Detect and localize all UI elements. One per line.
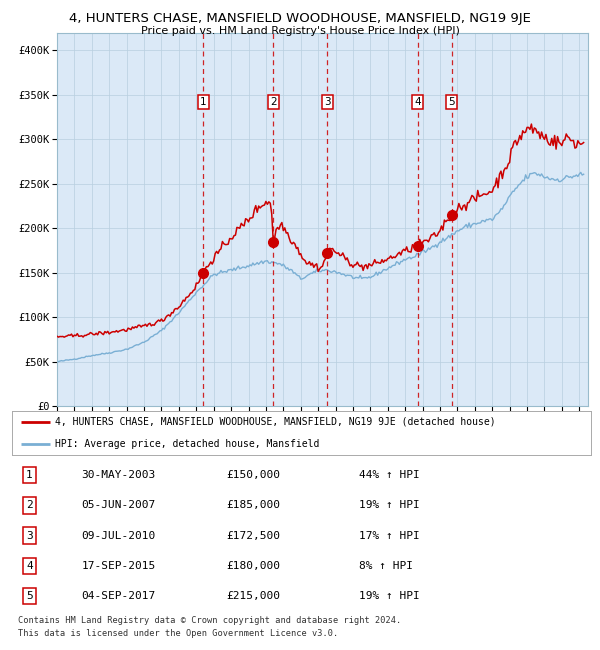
- Text: 44% ↑ HPI: 44% ↑ HPI: [359, 471, 420, 480]
- Text: 3: 3: [26, 530, 33, 541]
- Text: 8% ↑ HPI: 8% ↑ HPI: [359, 561, 413, 571]
- Text: Price paid vs. HM Land Registry's House Price Index (HPI): Price paid vs. HM Land Registry's House …: [140, 26, 460, 36]
- Text: 09-JUL-2010: 09-JUL-2010: [82, 530, 156, 541]
- Text: 1: 1: [26, 471, 33, 480]
- Text: £150,000: £150,000: [226, 471, 280, 480]
- Text: 30-MAY-2003: 30-MAY-2003: [82, 471, 156, 480]
- Text: 4: 4: [414, 97, 421, 107]
- Text: 04-SEP-2017: 04-SEP-2017: [82, 591, 156, 601]
- Text: HPI: Average price, detached house, Mansfield: HPI: Average price, detached house, Mans…: [55, 439, 320, 449]
- Text: £215,000: £215,000: [226, 591, 280, 601]
- Text: Contains HM Land Registry data © Crown copyright and database right 2024.: Contains HM Land Registry data © Crown c…: [18, 616, 401, 625]
- Text: 2: 2: [26, 500, 33, 510]
- Text: 19% ↑ HPI: 19% ↑ HPI: [359, 500, 420, 510]
- Text: £185,000: £185,000: [226, 500, 280, 510]
- Text: 05-JUN-2007: 05-JUN-2007: [82, 500, 156, 510]
- Text: 17-SEP-2015: 17-SEP-2015: [82, 561, 156, 571]
- Text: This data is licensed under the Open Government Licence v3.0.: This data is licensed under the Open Gov…: [18, 629, 338, 638]
- Text: £172,500: £172,500: [226, 530, 280, 541]
- Text: 3: 3: [324, 97, 331, 107]
- Text: 5: 5: [449, 97, 455, 107]
- Text: 4, HUNTERS CHASE, MANSFIELD WOODHOUSE, MANSFIELD, NG19 9JE (detached house): 4, HUNTERS CHASE, MANSFIELD WOODHOUSE, M…: [55, 417, 496, 427]
- Text: 19% ↑ HPI: 19% ↑ HPI: [359, 591, 420, 601]
- Text: 2: 2: [270, 97, 277, 107]
- Text: 5: 5: [26, 591, 33, 601]
- Text: 4: 4: [26, 561, 33, 571]
- Text: £180,000: £180,000: [226, 561, 280, 571]
- Text: 17% ↑ HPI: 17% ↑ HPI: [359, 530, 420, 541]
- Text: 4, HUNTERS CHASE, MANSFIELD WOODHOUSE, MANSFIELD, NG19 9JE: 4, HUNTERS CHASE, MANSFIELD WOODHOUSE, M…: [69, 12, 531, 25]
- Text: 1: 1: [200, 97, 207, 107]
